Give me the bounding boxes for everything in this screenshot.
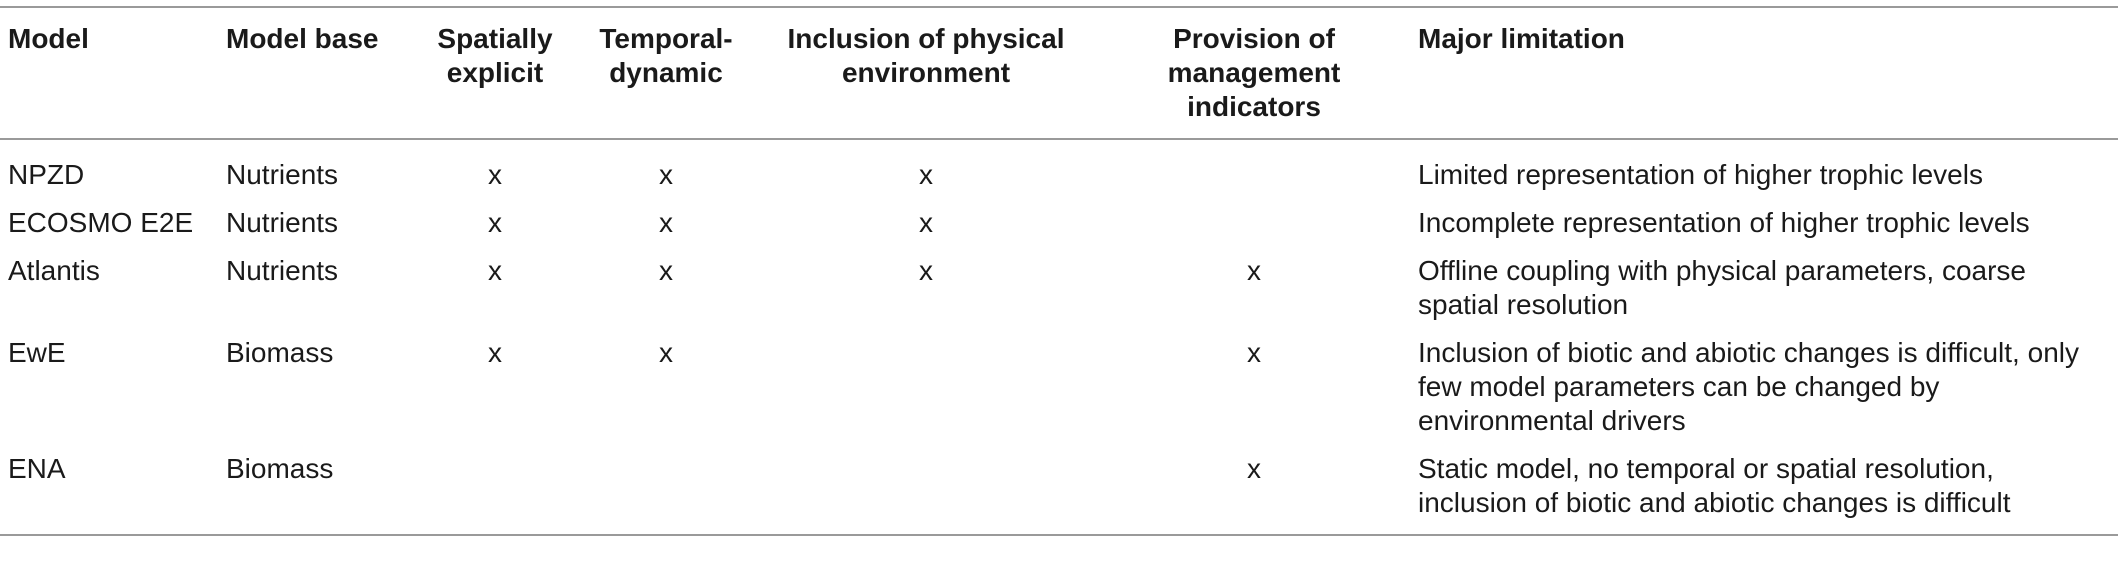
cell-temporal-dynamic: x [659, 255, 673, 286]
header-physical-environment: Inclusion of physical environment [787, 23, 1065, 88]
table-row: NPZD Nutrients x x x Limited representat… [0, 139, 2118, 199]
cell-physical-environment [754, 329, 1098, 445]
cell-physical-environment [754, 445, 1098, 535]
cell-major-limitation: Incomplete representation of higher trop… [1418, 207, 2030, 238]
header-model-base: Model base [226, 23, 379, 54]
table-row: ECOSMO E2E Nutrients x x x Incomplete re… [0, 199, 2118, 247]
model-comparison-table: Model Model base Spatially explicit Temp… [0, 6, 2118, 536]
cell-management-indicators: x [1247, 453, 1261, 484]
cell-model-base: Nutrients [226, 207, 339, 238]
header-spatially-explicit: Spatially explicit [437, 23, 553, 88]
table-row: Atlantis Nutrients x x x x Offline coupl… [0, 247, 2118, 329]
table-header: Model Model base Spatially explicit Temp… [0, 7, 2118, 139]
header-row: Model Model base Spatially explicit Temp… [0, 7, 2118, 139]
cell-temporal-dynamic [578, 445, 754, 535]
cell-major-limitation: Inclusion of biotic and abiotic changes … [1418, 337, 2079, 436]
cell-model-base: Biomass [226, 453, 334, 484]
table-row: EwE Biomass x x x Inclusion of biotic an… [0, 329, 2118, 445]
header-management-indicators: Provision of management indicators [1167, 23, 1341, 122]
cell-spatially-explicit: x [488, 337, 502, 368]
header-model: Model [8, 23, 89, 54]
cell-model: ENA [8, 453, 66, 484]
cell-spatially-explicit: x [488, 159, 502, 190]
cell-physical-environment: x [919, 207, 933, 238]
header-temporal-dynamic: Temporal-dynamic [599, 23, 733, 88]
cell-management-indicators: x [1247, 255, 1261, 286]
cell-physical-environment: x [919, 255, 933, 286]
cell-model: EwE [8, 337, 66, 368]
cell-management-indicators: x [1247, 337, 1261, 368]
cell-temporal-dynamic: x [659, 337, 673, 368]
cell-model: NPZD [8, 159, 85, 190]
cell-temporal-dynamic: x [659, 159, 673, 190]
cell-model-base: Nutrients [226, 255, 339, 286]
cell-model-base: Nutrients [226, 159, 339, 190]
cell-major-limitation: Offline coupling with physical parameter… [1418, 255, 2027, 320]
cell-management-indicators [1098, 199, 1410, 247]
cell-spatially-explicit [412, 445, 578, 535]
cell-model: Atlantis [8, 255, 100, 286]
cell-temporal-dynamic: x [659, 207, 673, 238]
table-row: ENA Biomass x Static model, no temporal … [0, 445, 2118, 535]
cell-management-indicators [1098, 139, 1410, 199]
cell-model: ECOSMO E2E [8, 207, 194, 238]
cell-model-base: Biomass [226, 337, 334, 368]
cell-major-limitation: Static model, no temporal or spatial res… [1418, 453, 2011, 518]
table-body: NPZD Nutrients x x x Limited representat… [0, 139, 2118, 535]
cell-physical-environment: x [919, 159, 933, 190]
cell-spatially-explicit: x [488, 207, 502, 238]
cell-major-limitation: Limited representation of higher trophic… [1418, 159, 1983, 190]
cell-spatially-explicit: x [488, 255, 502, 286]
header-major-limitation: Major limitation [1418, 23, 1625, 54]
